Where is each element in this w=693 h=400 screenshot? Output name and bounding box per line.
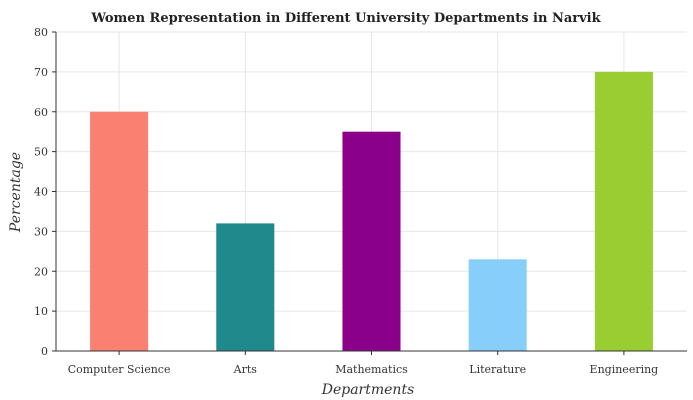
y-tick-label: 20 [34,265,48,278]
x-tick-label: Engineering [590,363,659,376]
y-tick-label: 60 [34,106,48,119]
bar-engineering [594,71,653,351]
x-tick-label: Arts [233,363,258,376]
x-tick-label: Literature [469,363,526,376]
y-tick-label: 40 [34,186,48,199]
x-tick-label: Mathematics [335,363,408,376]
y-tick-label: 50 [34,146,48,159]
chart-title: Women Representation in Different Univer… [90,11,601,26]
bar-mathematics [342,131,401,351]
bar-arts [216,223,275,351]
x-tick-labels: Computer Science Arts Mathematics Literatur… [68,363,659,376]
y-tick-label: 0 [41,345,48,358]
y-tick-label: 80 [34,26,48,39]
bar-literature [468,259,527,351]
x-tick-label: Computer Science [68,363,171,376]
y-axis-label: Percentage [8,152,24,233]
y-tick-labels: 0 10 20 30 40 50 60 70 80 [34,26,48,358]
axes [52,31,687,355]
bars [90,71,653,351]
y-tick-label: 10 [34,305,48,318]
y-tick-label: 30 [34,225,48,238]
bar-computer-science [90,111,149,351]
x-axis-label: Departments [321,382,415,398]
y-tick-label: 70 [34,66,48,79]
